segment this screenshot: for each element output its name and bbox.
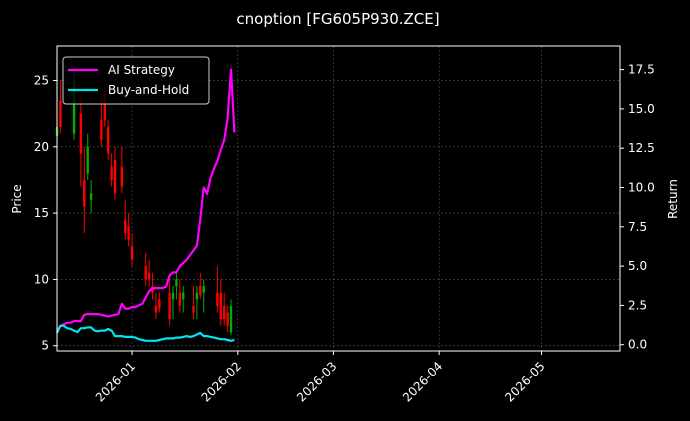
candle-body bbox=[168, 292, 171, 320]
y2-axis-ticks: 0.0 2.5 5.0 7.5 10.0 12.5 15.0 17.5 bbox=[620, 63, 655, 352]
candle-body bbox=[83, 179, 86, 207]
candle-body bbox=[106, 126, 110, 154]
plot-frame bbox=[56, 45, 621, 352]
y2-tick-label: 2.5 bbox=[628, 298, 647, 312]
legend: AI Strategy Buy-and-Hold bbox=[62, 56, 210, 105]
candle-body bbox=[229, 305, 233, 333]
candle-body bbox=[147, 272, 151, 280]
y-tick-label: 5 bbox=[41, 339, 49, 353]
series-lines bbox=[56, 68, 236, 342]
candle-body bbox=[110, 166, 113, 180]
candle-body bbox=[72, 80, 76, 134]
candle-body bbox=[127, 226, 130, 240]
y2-tick-label: 0.0 bbox=[628, 338, 647, 352]
candle-body bbox=[178, 292, 182, 306]
candle-body bbox=[226, 312, 229, 326]
candle-body bbox=[222, 305, 226, 320]
candle-body bbox=[86, 146, 89, 174]
buy-and-hold-line bbox=[56, 324, 235, 342]
y2-tick-label: 17.5 bbox=[628, 63, 655, 77]
candle-body bbox=[182, 292, 185, 300]
candle-body bbox=[219, 292, 222, 320]
candle-body bbox=[124, 219, 127, 233]
candle-body bbox=[100, 120, 103, 141]
candle-body bbox=[79, 113, 83, 154]
y2-tick-label: 5.0 bbox=[628, 259, 647, 273]
candle-body bbox=[171, 292, 175, 300]
candle-body bbox=[199, 286, 202, 296]
candle-body bbox=[192, 305, 195, 313]
candle-body bbox=[154, 305, 158, 313]
candle-body bbox=[89, 193, 93, 200]
y-tick-label: 10 bbox=[34, 272, 49, 286]
candle-body bbox=[103, 93, 106, 121]
candle-body bbox=[113, 160, 117, 194]
y-axis-ticks: 5 10 15 20 25 bbox=[34, 73, 57, 353]
y-tick-label: 15 bbox=[34, 206, 49, 220]
candle-body bbox=[195, 292, 199, 300]
y-tick-label: 20 bbox=[34, 140, 49, 154]
legend-label-ai-strategy: AI Strategy bbox=[108, 63, 175, 77]
y2-tick-label: 15.0 bbox=[628, 102, 655, 116]
candle-body bbox=[158, 299, 161, 309]
candle-body bbox=[120, 166, 124, 187]
candle-body bbox=[59, 100, 62, 127]
candle-body bbox=[130, 246, 134, 260]
ai-strategy-line bbox=[56, 68, 236, 332]
chart-title: cnoption [FG605P930.ZCE] bbox=[236, 10, 439, 28]
legend-label-buy-and-hold: Buy-and-Hold bbox=[108, 83, 189, 97]
legend-box bbox=[62, 56, 210, 105]
candle-body bbox=[216, 292, 219, 306]
y2-tick-label: 7.5 bbox=[628, 220, 647, 234]
y-axis-title: Price bbox=[10, 184, 24, 213]
candle-body bbox=[175, 279, 178, 287]
candle-body bbox=[144, 266, 147, 280]
candle-body bbox=[202, 286, 205, 293]
y2-tick-label: 12.5 bbox=[628, 141, 655, 155]
y2-axis-title: Return bbox=[666, 179, 680, 219]
y-tick-label: 25 bbox=[34, 73, 49, 87]
y2-tick-label: 10.0 bbox=[628, 180, 655, 194]
